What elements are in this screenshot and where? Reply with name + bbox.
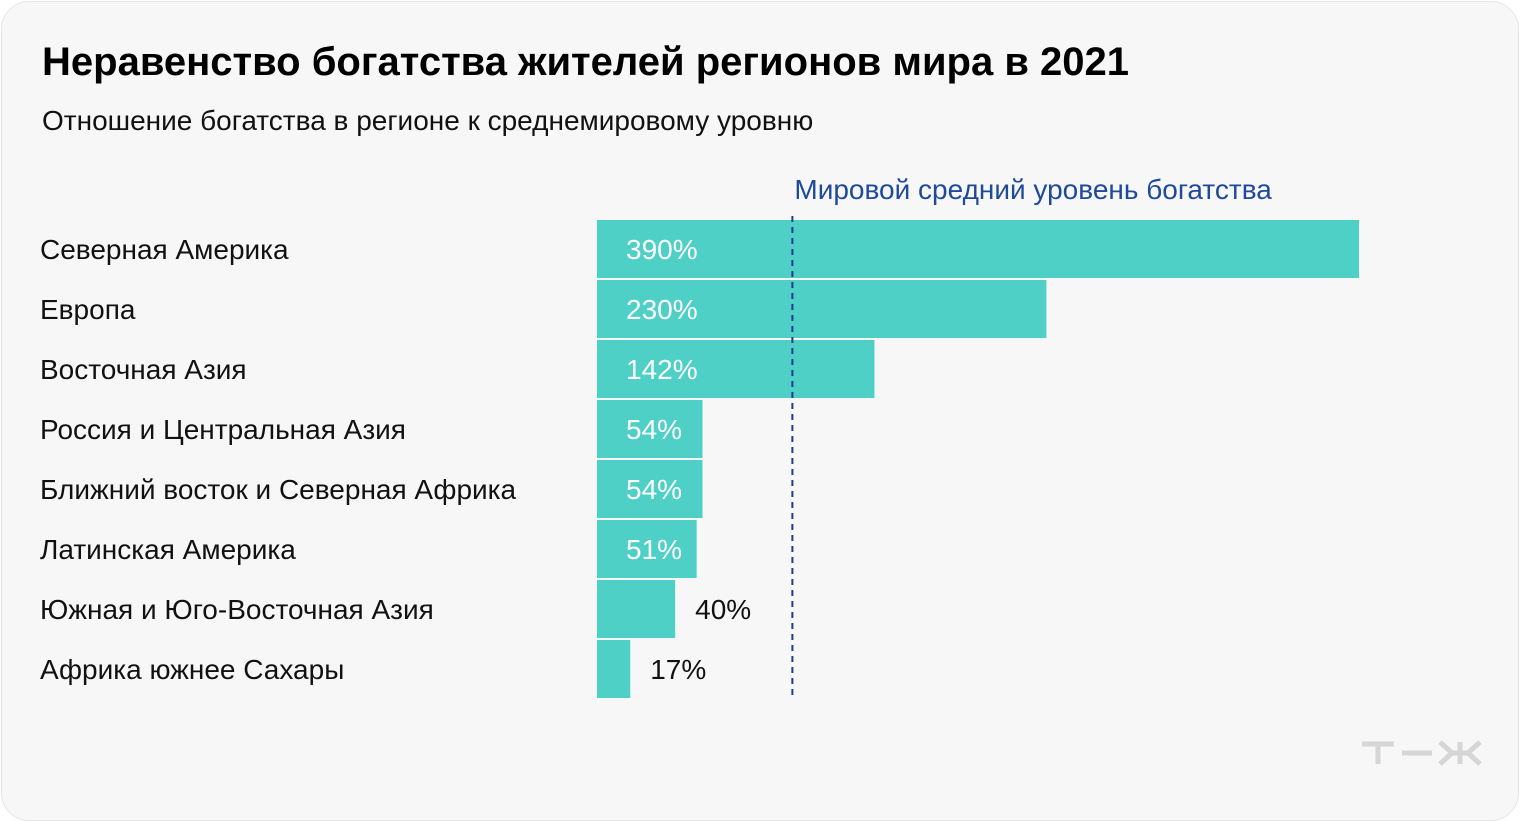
chart-subtitle: Отношение богатства в регионе к среднеми…: [42, 105, 814, 136]
bar: [597, 280, 1047, 338]
category-label: Южная и Юго-Восточная Азия: [40, 594, 434, 625]
bar: [597, 520, 697, 578]
category-label: Северная Америка: [40, 234, 289, 265]
category-label: Латинская Америка: [40, 534, 296, 565]
category-label: Восточная Азия: [40, 354, 247, 385]
bar: [597, 580, 676, 638]
category-label: Африка южнее Сахары: [40, 654, 344, 685]
bar: [597, 400, 703, 458]
value-label: 17%: [650, 654, 706, 685]
value-label: 54%: [626, 414, 682, 445]
chart-title: Неравенство богатства жителей регионов м…: [42, 40, 1130, 84]
value-label: 142%: [626, 354, 698, 385]
tzh-logo-icon: [1362, 740, 1482, 766]
value-label: 230%: [626, 294, 698, 325]
bar: [597, 340, 875, 398]
value-label: 40%: [695, 594, 751, 625]
value-label: 390%: [626, 234, 698, 265]
reference-line-label: Мировой средний уровень богатства: [794, 174, 1272, 205]
bar: [597, 220, 1359, 278]
category-label: Европа: [40, 294, 136, 325]
value-label: 51%: [626, 534, 682, 565]
category-label: Россия и Центральная Азия: [40, 414, 406, 445]
value-label: 54%: [626, 474, 682, 505]
category-label: Ближний восток и Северная Африка: [40, 474, 517, 505]
bar: [597, 460, 703, 518]
bar: [597, 640, 631, 698]
